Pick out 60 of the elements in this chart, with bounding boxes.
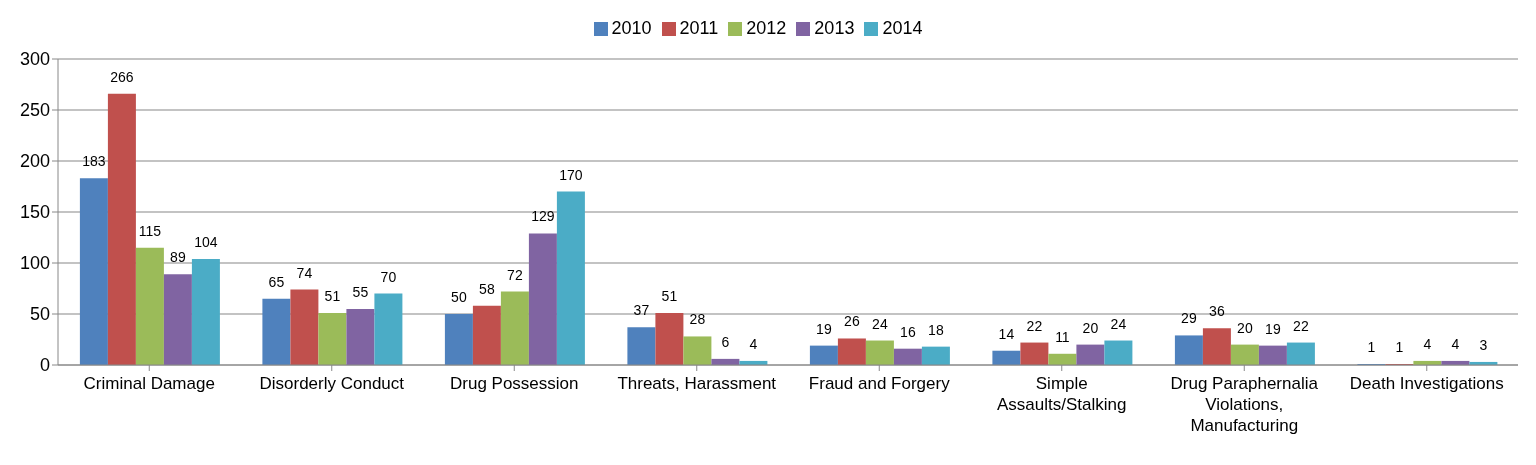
data-label: 24: [872, 315, 888, 332]
data-label: 70: [380, 268, 397, 285]
data-label: 4: [1423, 335, 1432, 352]
data-label: 29: [1181, 310, 1197, 327]
data-label: 170: [559, 166, 583, 183]
data-label: 72: [507, 266, 523, 283]
data-label: 16: [900, 323, 916, 340]
data-label: 6: [721, 333, 730, 350]
x-tick-label: Fraud and Forgery: [808, 374, 951, 393]
data-label: 11: [1055, 328, 1070, 345]
data-label: 18: [928, 321, 944, 338]
data-label: 55: [352, 283, 369, 300]
x-tick-label: Simple Assaults/Stalking: [997, 374, 1127, 414]
x-tick-label: Death Investigations: [1349, 374, 1504, 393]
data-label: 51: [661, 287, 678, 304]
data-label: 24: [1110, 315, 1127, 332]
data-label: 19: [816, 320, 832, 337]
y-tick-label: 100: [19, 253, 50, 274]
y-tick-label: 150: [19, 202, 50, 223]
data-label: 51: [324, 287, 341, 304]
x-tick-label: Threats, Harassment: [617, 374, 777, 393]
data-label: 28: [689, 311, 706, 328]
x-tick-label: Disorderly Conduct: [259, 374, 405, 393]
data-label: 104: [194, 233, 218, 250]
data-label: 4: [1451, 335, 1460, 352]
y-tick-label: 200: [19, 151, 50, 172]
data-label: 14: [998, 325, 1015, 342]
x-tick-label: Drug Paraphernalia Violations, Manufacturing: [1170, 374, 1319, 435]
data-label: 19: [1265, 320, 1281, 337]
data-label: 20: [1082, 319, 1099, 336]
data-label: 22: [1026, 317, 1043, 334]
data-label: 4: [749, 335, 758, 352]
data-label: 37: [633, 302, 650, 319]
data-label: 22: [1293, 317, 1309, 334]
legend-label: 2010: [611, 18, 652, 38]
data-label: 58: [479, 280, 495, 297]
data-label: 266: [110, 68, 134, 85]
data-label: 1: [1395, 338, 1404, 355]
data-label: 129: [531, 208, 555, 225]
legend-label: 2011: [679, 18, 719, 38]
x-tick-label: Drug Possession: [449, 374, 579, 393]
legend-label: 2013: [814, 18, 855, 38]
y-tick-label: 250: [19, 100, 50, 121]
data-label: 74: [296, 264, 313, 281]
data-label: 183: [82, 153, 106, 170]
y-tick-label: 300: [19, 49, 50, 70]
legend-label: 2012: [746, 18, 787, 38]
data-label: 1: [1367, 338, 1376, 355]
data-label: 65: [268, 273, 285, 290]
data-label: 89: [170, 249, 186, 266]
y-tick-label: 0: [39, 355, 50, 376]
data-label: 20: [1237, 319, 1253, 336]
legend-label: 2014: [882, 18, 923, 38]
data-label: 115: [138, 222, 162, 239]
y-tick-label: 50: [29, 304, 50, 325]
data-label: 36: [1209, 303, 1225, 320]
data-label: 26: [844, 313, 860, 330]
data-label: 3: [1479, 336, 1488, 353]
x-tick-label: Criminal Damage: [83, 374, 215, 393]
data-label: 50: [451, 289, 467, 305]
